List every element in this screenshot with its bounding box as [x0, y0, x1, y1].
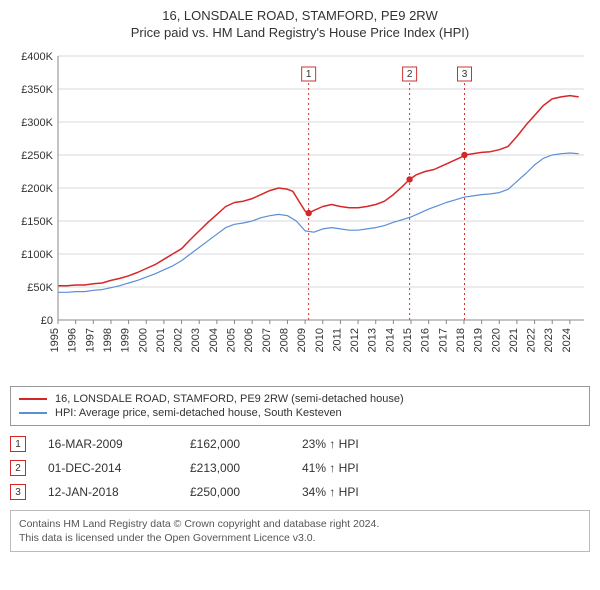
sale-hpi: 41% ↑ HPI — [302, 461, 422, 475]
price-chart: £0 £50K £100K £150K £200K £250K £300K £350K £400… — [10, 48, 590, 378]
svg-text:2015: 2015 — [402, 328, 414, 352]
svg-text:1997: 1997 — [84, 328, 96, 352]
sale-row: 1 16-MAR-2009 £162,000 23% ↑ HPI — [10, 432, 590, 456]
svg-text:2012: 2012 — [349, 328, 361, 352]
legend-swatch — [19, 412, 47, 414]
svg-text:3: 3 — [462, 69, 468, 80]
svg-text:2007: 2007 — [261, 328, 273, 352]
svg-text:1999: 1999 — [120, 328, 132, 352]
svg-text:2010: 2010 — [314, 328, 326, 352]
sale-index-box: 3 — [10, 484, 26, 500]
svg-text:£250K: £250K — [21, 150, 53, 162]
svg-text:2022: 2022 — [526, 328, 538, 352]
svg-text:2009: 2009 — [296, 328, 308, 352]
sale-price: £162,000 — [190, 437, 280, 451]
sales-table: 1 16-MAR-2009 £162,000 23% ↑ HPI 2 01-DEC-201… — [10, 432, 590, 504]
svg-text:2011: 2011 — [331, 328, 343, 352]
svg-text:2001: 2001 — [155, 328, 167, 352]
svg-text:2013: 2013 — [367, 328, 379, 352]
sale-hpi: 23% ↑ HPI — [302, 437, 422, 451]
sale-row: 3 12-JAN-2018 £250,000 34% ↑ HPI — [10, 480, 590, 504]
legend: 16, LONSDALE ROAD, STAMFORD, PE9 2RW (se… — [10, 386, 590, 426]
attribution-box: Contains HM Land Registry data © Crown c… — [10, 510, 590, 552]
chart-svg: £0 £50K £100K £150K £200K £250K £300K £350K £400… — [10, 48, 590, 378]
sale-date: 16-MAR-2009 — [48, 437, 168, 451]
title-subtitle: Price paid vs. HM Land Registry's House … — [10, 25, 590, 40]
sale-row: 2 01-DEC-2014 £213,000 41% ↑ HPI — [10, 456, 590, 480]
svg-text:2000: 2000 — [137, 328, 149, 352]
sale-price: £213,000 — [190, 461, 280, 475]
svg-text:£100K: £100K — [21, 249, 53, 261]
legend-label: 16, LONSDALE ROAD, STAMFORD, PE9 2RW (se… — [55, 393, 404, 405]
svg-text:2020: 2020 — [490, 328, 502, 352]
legend-item: HPI: Average price, semi-detached house,… — [19, 406, 581, 420]
svg-text:2002: 2002 — [173, 328, 185, 352]
sale-date: 01-DEC-2014 — [48, 461, 168, 475]
svg-text:2018: 2018 — [455, 328, 467, 352]
svg-text:2021: 2021 — [508, 328, 520, 352]
svg-text:£400K: £400K — [21, 51, 53, 63]
svg-text:1998: 1998 — [102, 328, 114, 352]
svg-text:1995: 1995 — [49, 328, 61, 352]
svg-text:2004: 2004 — [208, 328, 220, 352]
title-address: 16, LONSDALE ROAD, STAMFORD, PE9 2RW — [10, 8, 590, 23]
svg-text:2023: 2023 — [543, 328, 555, 352]
svg-text:£0: £0 — [41, 315, 53, 327]
svg-text:1: 1 — [306, 69, 312, 80]
sale-index-box: 2 — [10, 460, 26, 476]
attribution-line-1: Contains HM Land Registry data © Crown c… — [19, 517, 581, 531]
svg-text:2024: 2024 — [561, 328, 573, 352]
attribution-line-2: This data is licensed under the Open Gov… — [19, 531, 581, 545]
sale-index-box: 1 — [10, 436, 26, 452]
svg-text:2017: 2017 — [437, 328, 449, 352]
legend-swatch — [19, 398, 47, 400]
svg-text:£300K: £300K — [21, 117, 53, 129]
svg-text:2014: 2014 — [384, 328, 396, 352]
svg-text:£150K: £150K — [21, 216, 53, 228]
svg-text:£50K: £50K — [27, 282, 53, 294]
svg-text:2019: 2019 — [473, 328, 485, 352]
svg-text:2008: 2008 — [278, 328, 290, 352]
svg-text:1996: 1996 — [67, 328, 79, 352]
legend-item: 16, LONSDALE ROAD, STAMFORD, PE9 2RW (se… — [19, 392, 581, 406]
svg-text:2016: 2016 — [420, 328, 432, 352]
title-block: 16, LONSDALE ROAD, STAMFORD, PE9 2RW Pri… — [0, 0, 600, 44]
svg-text:£200K: £200K — [21, 183, 53, 195]
svg-text:2003: 2003 — [190, 328, 202, 352]
svg-text:2: 2 — [407, 69, 413, 80]
sale-hpi: 34% ↑ HPI — [302, 485, 422, 499]
svg-text:£350K: £350K — [21, 84, 53, 96]
svg-text:2006: 2006 — [243, 328, 255, 352]
legend-label: HPI: Average price, semi-detached house,… — [55, 407, 342, 419]
svg-text:2005: 2005 — [226, 328, 238, 352]
sale-date: 12-JAN-2018 — [48, 485, 168, 499]
sale-price: £250,000 — [190, 485, 280, 499]
